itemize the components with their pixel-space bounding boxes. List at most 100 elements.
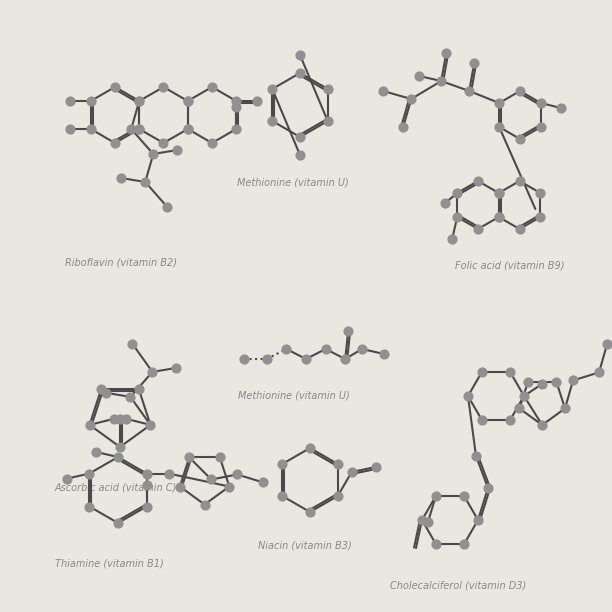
Point bbox=[102, 388, 111, 398]
Text: Cholecalciferol (vitamin D3): Cholecalciferol (vitamin D3) bbox=[390, 580, 526, 590]
Point bbox=[159, 82, 168, 92]
Point bbox=[515, 86, 525, 96]
Point bbox=[86, 96, 95, 106]
Point bbox=[282, 344, 291, 354]
Point bbox=[551, 377, 561, 387]
Point bbox=[65, 96, 75, 106]
Point bbox=[560, 403, 570, 413]
Point bbox=[333, 459, 343, 469]
Point bbox=[96, 384, 106, 394]
Point bbox=[262, 354, 272, 364]
Point bbox=[414, 71, 424, 81]
Point bbox=[146, 420, 155, 430]
Point bbox=[126, 124, 136, 134]
Point bbox=[406, 94, 416, 104]
Point bbox=[91, 447, 101, 457]
Point bbox=[267, 116, 277, 126]
Point bbox=[84, 469, 94, 479]
Point bbox=[134, 384, 144, 394]
Point bbox=[115, 442, 125, 452]
Point bbox=[135, 96, 144, 106]
Point bbox=[473, 176, 483, 186]
Point bbox=[536, 212, 545, 222]
Point bbox=[183, 96, 193, 106]
Point bbox=[536, 188, 545, 198]
Point bbox=[431, 539, 441, 549]
Point bbox=[142, 502, 152, 512]
Point bbox=[183, 96, 193, 106]
Point bbox=[109, 414, 119, 424]
Point bbox=[135, 124, 144, 134]
Point bbox=[398, 122, 408, 132]
Point bbox=[519, 391, 529, 401]
Point bbox=[184, 452, 194, 462]
Point bbox=[173, 145, 182, 155]
Point bbox=[459, 491, 469, 501]
Point bbox=[142, 469, 152, 479]
Point bbox=[163, 469, 173, 479]
Point bbox=[536, 98, 546, 108]
Point bbox=[231, 102, 241, 111]
Point bbox=[357, 344, 367, 354]
Point bbox=[113, 452, 123, 462]
Point bbox=[84, 502, 94, 512]
Text: Methionine (vitamin U): Methionine (vitamin U) bbox=[237, 177, 349, 187]
Point bbox=[452, 188, 462, 198]
Point bbox=[175, 482, 185, 491]
Point bbox=[135, 96, 144, 106]
Point bbox=[225, 482, 234, 491]
Point bbox=[295, 150, 305, 160]
Point bbox=[494, 188, 504, 198]
Point bbox=[258, 477, 268, 487]
Point bbox=[537, 420, 547, 430]
Point bbox=[233, 469, 242, 479]
Point bbox=[340, 354, 350, 364]
Point bbox=[378, 86, 388, 96]
Point bbox=[116, 173, 126, 183]
Point bbox=[347, 467, 357, 477]
Point bbox=[537, 379, 547, 389]
Point bbox=[115, 414, 125, 424]
Point bbox=[436, 76, 446, 86]
Point bbox=[267, 84, 277, 94]
Point bbox=[471, 451, 481, 461]
Point bbox=[171, 363, 181, 373]
Point bbox=[505, 367, 515, 376]
Point bbox=[477, 416, 487, 425]
Point bbox=[159, 138, 168, 148]
Point bbox=[183, 124, 193, 134]
Point bbox=[110, 82, 120, 92]
Point bbox=[423, 517, 433, 527]
Point bbox=[86, 124, 95, 134]
Point bbox=[239, 354, 249, 364]
Point bbox=[84, 420, 94, 430]
Point bbox=[602, 340, 612, 349]
Point bbox=[183, 124, 193, 134]
Text: Folic acid (vitamin B9): Folic acid (vitamin B9) bbox=[455, 260, 564, 270]
Point bbox=[459, 539, 469, 549]
Point bbox=[343, 326, 353, 336]
Point bbox=[162, 202, 172, 212]
Point bbox=[323, 84, 332, 94]
Point bbox=[494, 98, 504, 108]
Point bbox=[483, 483, 493, 493]
Point bbox=[127, 339, 137, 349]
Point bbox=[469, 58, 479, 68]
Point bbox=[277, 491, 287, 501]
Point bbox=[494, 212, 504, 222]
Text: Riboflavin (vitamin B2): Riboflavin (vitamin B2) bbox=[65, 257, 177, 267]
Point bbox=[465, 86, 474, 96]
Point bbox=[215, 452, 225, 462]
Point bbox=[440, 198, 450, 208]
Text: Ascorbic acid (vitamin C): Ascorbic acid (vitamin C) bbox=[55, 482, 177, 492]
Point bbox=[333, 491, 343, 501]
Point bbox=[125, 392, 135, 402]
Point bbox=[379, 349, 389, 359]
Point bbox=[515, 176, 524, 186]
Point bbox=[295, 50, 305, 60]
Point bbox=[231, 96, 241, 106]
Point bbox=[231, 124, 241, 134]
Point bbox=[148, 149, 158, 159]
Point bbox=[200, 499, 209, 509]
Point bbox=[523, 377, 533, 387]
